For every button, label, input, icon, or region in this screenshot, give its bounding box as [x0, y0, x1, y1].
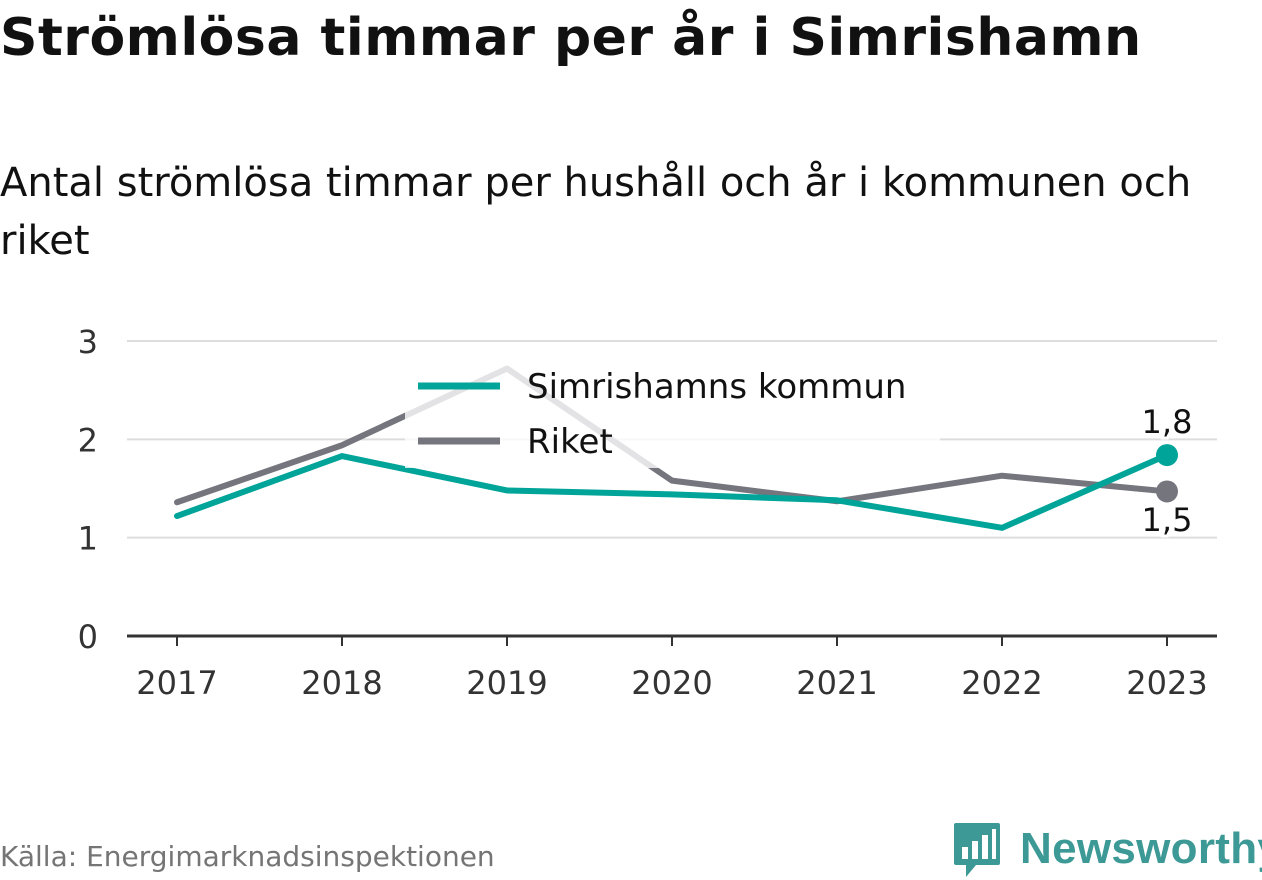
legend-label: Riket — [527, 422, 613, 462]
x-tick-label: 2018 — [301, 664, 382, 702]
y-tick-label: 0 — [78, 618, 98, 656]
x-tick-label: 2021 — [796, 664, 877, 702]
end-point — [1156, 444, 1178, 467]
end-point — [1156, 480, 1178, 503]
chart-subtitle: Antal strömlösa timmar per hushåll och å… — [0, 160, 1192, 264]
end-label: 1,8 — [1142, 403, 1193, 441]
newsworthy-icon — [954, 823, 1000, 877]
line-chart: 0 1 2 3 2017 2018 2019 2020 2021 2022 2023 Simrisha… — [78, 323, 1217, 702]
legend-label: Simrishamns kommun — [527, 367, 906, 407]
x-tick-label: 2017 — [136, 664, 217, 702]
x-tick-label: 2020 — [631, 664, 712, 702]
end-label: 1,5 — [1142, 501, 1193, 539]
series-line — [174, 365, 1170, 506]
y-tick-label: 2 — [78, 421, 98, 459]
source-note: Källa: Energimarknadsinspektionen — [0, 840, 495, 873]
x-tick-label: 2022 — [961, 664, 1042, 702]
brand-name: Newsworthy — [1020, 824, 1262, 873]
newsworthy-logo: Newsworthy — [952, 818, 1262, 880]
series-line — [174, 452, 1170, 531]
y-tick-label: 3 — [78, 323, 98, 361]
legend-background — [405, 356, 940, 468]
x-tick-label: 2023 — [1126, 664, 1207, 702]
y-tick-label: 1 — [78, 520, 98, 558]
chart-title: Strömlösa timmar per år i Simrishamn — [0, 8, 1142, 68]
x-tick-label: 2019 — [466, 664, 547, 702]
